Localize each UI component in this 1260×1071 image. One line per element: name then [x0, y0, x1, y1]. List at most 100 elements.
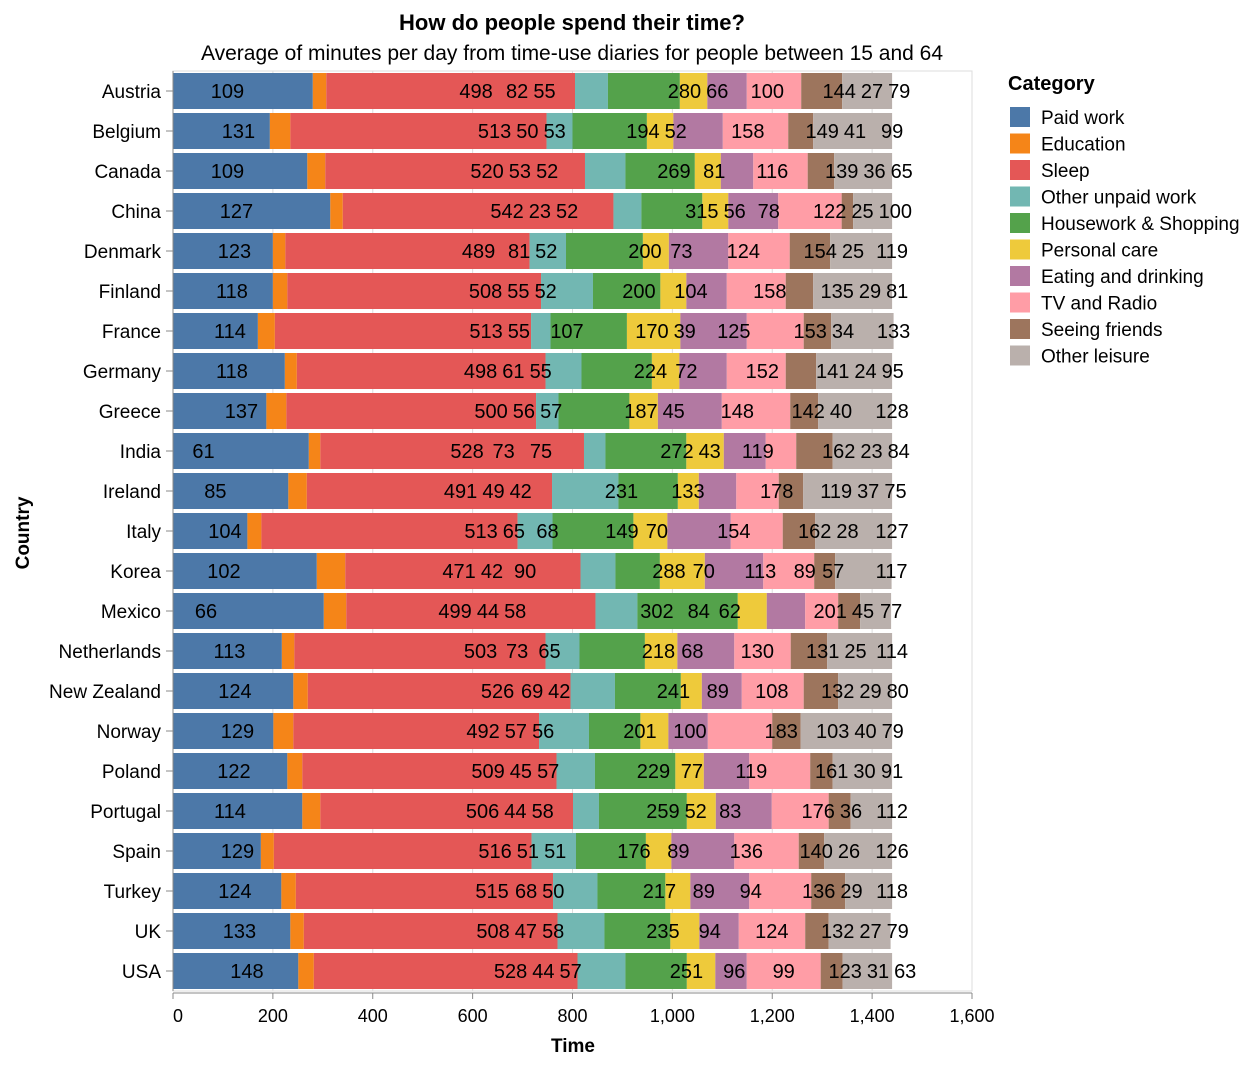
data-label: 81	[703, 161, 725, 183]
data-label: 57	[559, 961, 581, 983]
data-label: 509	[471, 761, 504, 783]
bar-segment	[272, 233, 286, 269]
data-label: 154	[717, 521, 750, 543]
bar-segment	[580, 553, 616, 589]
bar-segment	[746, 953, 821, 989]
bar-segment	[173, 113, 270, 149]
bar-segment	[553, 873, 598, 909]
data-label: 302	[640, 601, 673, 623]
data-label: 515	[475, 881, 508, 903]
bar-segment	[699, 913, 739, 949]
chart-title: How do people spend their time?	[399, 10, 745, 35]
data-label: 28	[836, 521, 858, 543]
bar-segment	[173, 753, 288, 789]
data-label: 528	[494, 961, 527, 983]
data-label: 79	[882, 721, 904, 743]
data-label: 500	[474, 401, 507, 423]
data-label: 130	[741, 641, 774, 663]
bar-segment	[260, 833, 274, 869]
bar-segment	[845, 873, 893, 909]
bar-segment	[800, 713, 893, 749]
legend-swatch	[1010, 292, 1030, 313]
data-label: 65	[503, 521, 525, 543]
bar-segment	[741, 673, 804, 709]
bar-segment	[173, 673, 294, 709]
data-label: 149	[605, 521, 638, 543]
bar-segment	[281, 873, 296, 909]
bar-segment	[342, 193, 614, 229]
data-label: 68	[681, 641, 703, 663]
data-label: 117	[876, 561, 908, 583]
data-label: 154	[804, 241, 837, 263]
data-label: 131	[222, 121, 255, 143]
bar-segment	[558, 393, 630, 429]
bar-segment	[771, 793, 829, 829]
data-label: 53	[544, 121, 566, 143]
bar-segment	[728, 233, 790, 269]
bar-segment	[257, 313, 275, 349]
data-label: 83	[719, 801, 741, 823]
bar-segment	[803, 673, 839, 709]
data-label: 100	[673, 721, 706, 743]
data-label: 269	[657, 161, 690, 183]
data-label: 127	[220, 201, 253, 223]
data-label: 118	[876, 881, 908, 903]
bar-segment	[796, 433, 833, 469]
bar-segment	[550, 313, 627, 349]
data-label: 94	[740, 881, 762, 903]
bar-segment	[330, 193, 343, 229]
bar-segment	[686, 953, 716, 989]
bar-segment	[830, 233, 893, 269]
data-label: 471	[442, 561, 475, 583]
bar-segment	[644, 633, 678, 669]
data-label: 132	[821, 681, 854, 703]
legend-swatch	[1010, 107, 1030, 127]
bar-segment	[807, 153, 835, 189]
data-label: 66	[195, 601, 217, 623]
data-label: 27	[859, 921, 881, 943]
data-label: 36	[840, 801, 862, 823]
data-label: 96	[723, 961, 745, 983]
bar-segment	[615, 553, 660, 589]
bar-segment	[832, 433, 893, 469]
legend-label: Personal care	[1041, 241, 1158, 262]
data-label: 75	[884, 481, 906, 503]
bar-segment	[785, 353, 817, 389]
legend-swatch	[1010, 239, 1030, 260]
data-label: 104	[208, 521, 241, 543]
bar-segment	[827, 633, 893, 669]
legend-swatch	[1010, 160, 1030, 180]
bar-segment	[173, 393, 267, 429]
bar-segment	[312, 73, 327, 109]
data-label: 73	[492, 441, 514, 463]
bar-segment	[726, 273, 786, 309]
data-label: 489	[462, 241, 495, 263]
bar-segment	[173, 233, 273, 269]
data-label: 231	[605, 481, 638, 503]
bar-segment	[686, 273, 727, 309]
bar-segment	[789, 233, 831, 269]
data-label: 81	[886, 281, 908, 303]
bar-segment	[625, 153, 695, 189]
legend-label: Housework & Shopping	[1041, 214, 1240, 235]
bar-segment	[625, 953, 687, 989]
data-label: 516	[478, 841, 511, 863]
data-label: 52	[556, 201, 578, 223]
bar-segment	[766, 593, 806, 629]
bar-segment	[552, 473, 619, 509]
bar-segment	[707, 713, 773, 749]
data-label: 114	[876, 641, 908, 663]
data-label: 56	[532, 721, 554, 743]
bar-segment	[629, 393, 658, 429]
bar-segment	[594, 753, 676, 789]
bar-segment	[273, 833, 532, 869]
data-label: 127	[875, 521, 908, 543]
data-label: 100	[879, 201, 912, 223]
country-label: Austria	[102, 82, 162, 103]
data-label: 513	[464, 521, 497, 543]
data-label: 124	[218, 881, 251, 903]
data-label: 85	[204, 481, 226, 503]
bar-segment	[320, 433, 584, 469]
data-label: 162	[798, 521, 831, 543]
